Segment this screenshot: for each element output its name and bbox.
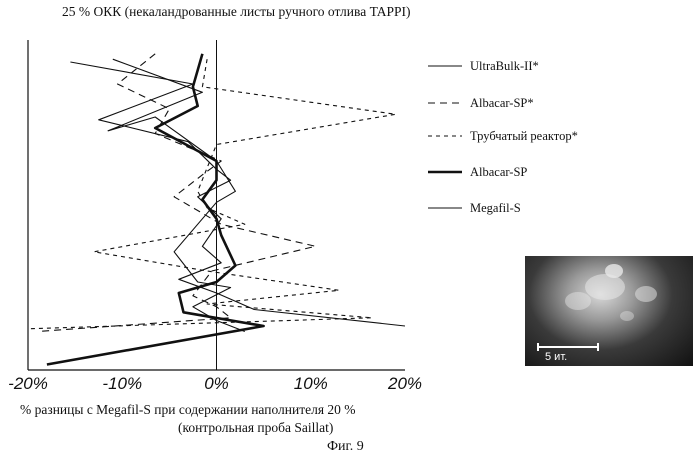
legend-label: Трубчатый реактор*: [470, 129, 578, 143]
legend-label: UltraBulk-II*: [470, 59, 539, 73]
scale-bar-label: 5 ит.: [545, 351, 567, 363]
scale-bar: [537, 346, 599, 348]
series-line-1: [37, 54, 315, 332]
chart-title: 25 % ОКК (некаландрованные листы ручного…: [62, 4, 411, 19]
x-tick-label: 10%: [294, 374, 328, 393]
x-tick-label: -10%: [102, 374, 142, 393]
legend-label: Albacar-SP*: [470, 96, 534, 110]
x-tick-label: 0%: [204, 374, 229, 393]
x-tick-label: 20%: [387, 374, 422, 393]
sem-micrograph-image: 5 ит.: [525, 256, 693, 366]
legend-label: Megafil-S: [470, 201, 521, 215]
series-line-3: [47, 54, 264, 365]
figure-caption: Фиг. 9: [327, 439, 364, 454]
legend: UltraBulk-II* Albacar-SP* Трубчатый реакто…: [428, 59, 578, 215]
series-line-0: [70, 62, 405, 326]
x-tick-label: -20%: [8, 374, 48, 393]
legend-label: Albacar-SP: [470, 165, 527, 179]
x-axis-label-line1: % разницы с Megafil-S при содержании нап…: [20, 402, 356, 417]
x-axis-label-line2: (контрольная проба Saillat): [178, 420, 333, 435]
series-line-4: [108, 59, 245, 331]
series-line-2: [28, 59, 396, 329]
x-axis-ticks: -20% -10% 0% 10% 20%: [8, 374, 422, 393]
plot-area: [28, 40, 405, 370]
